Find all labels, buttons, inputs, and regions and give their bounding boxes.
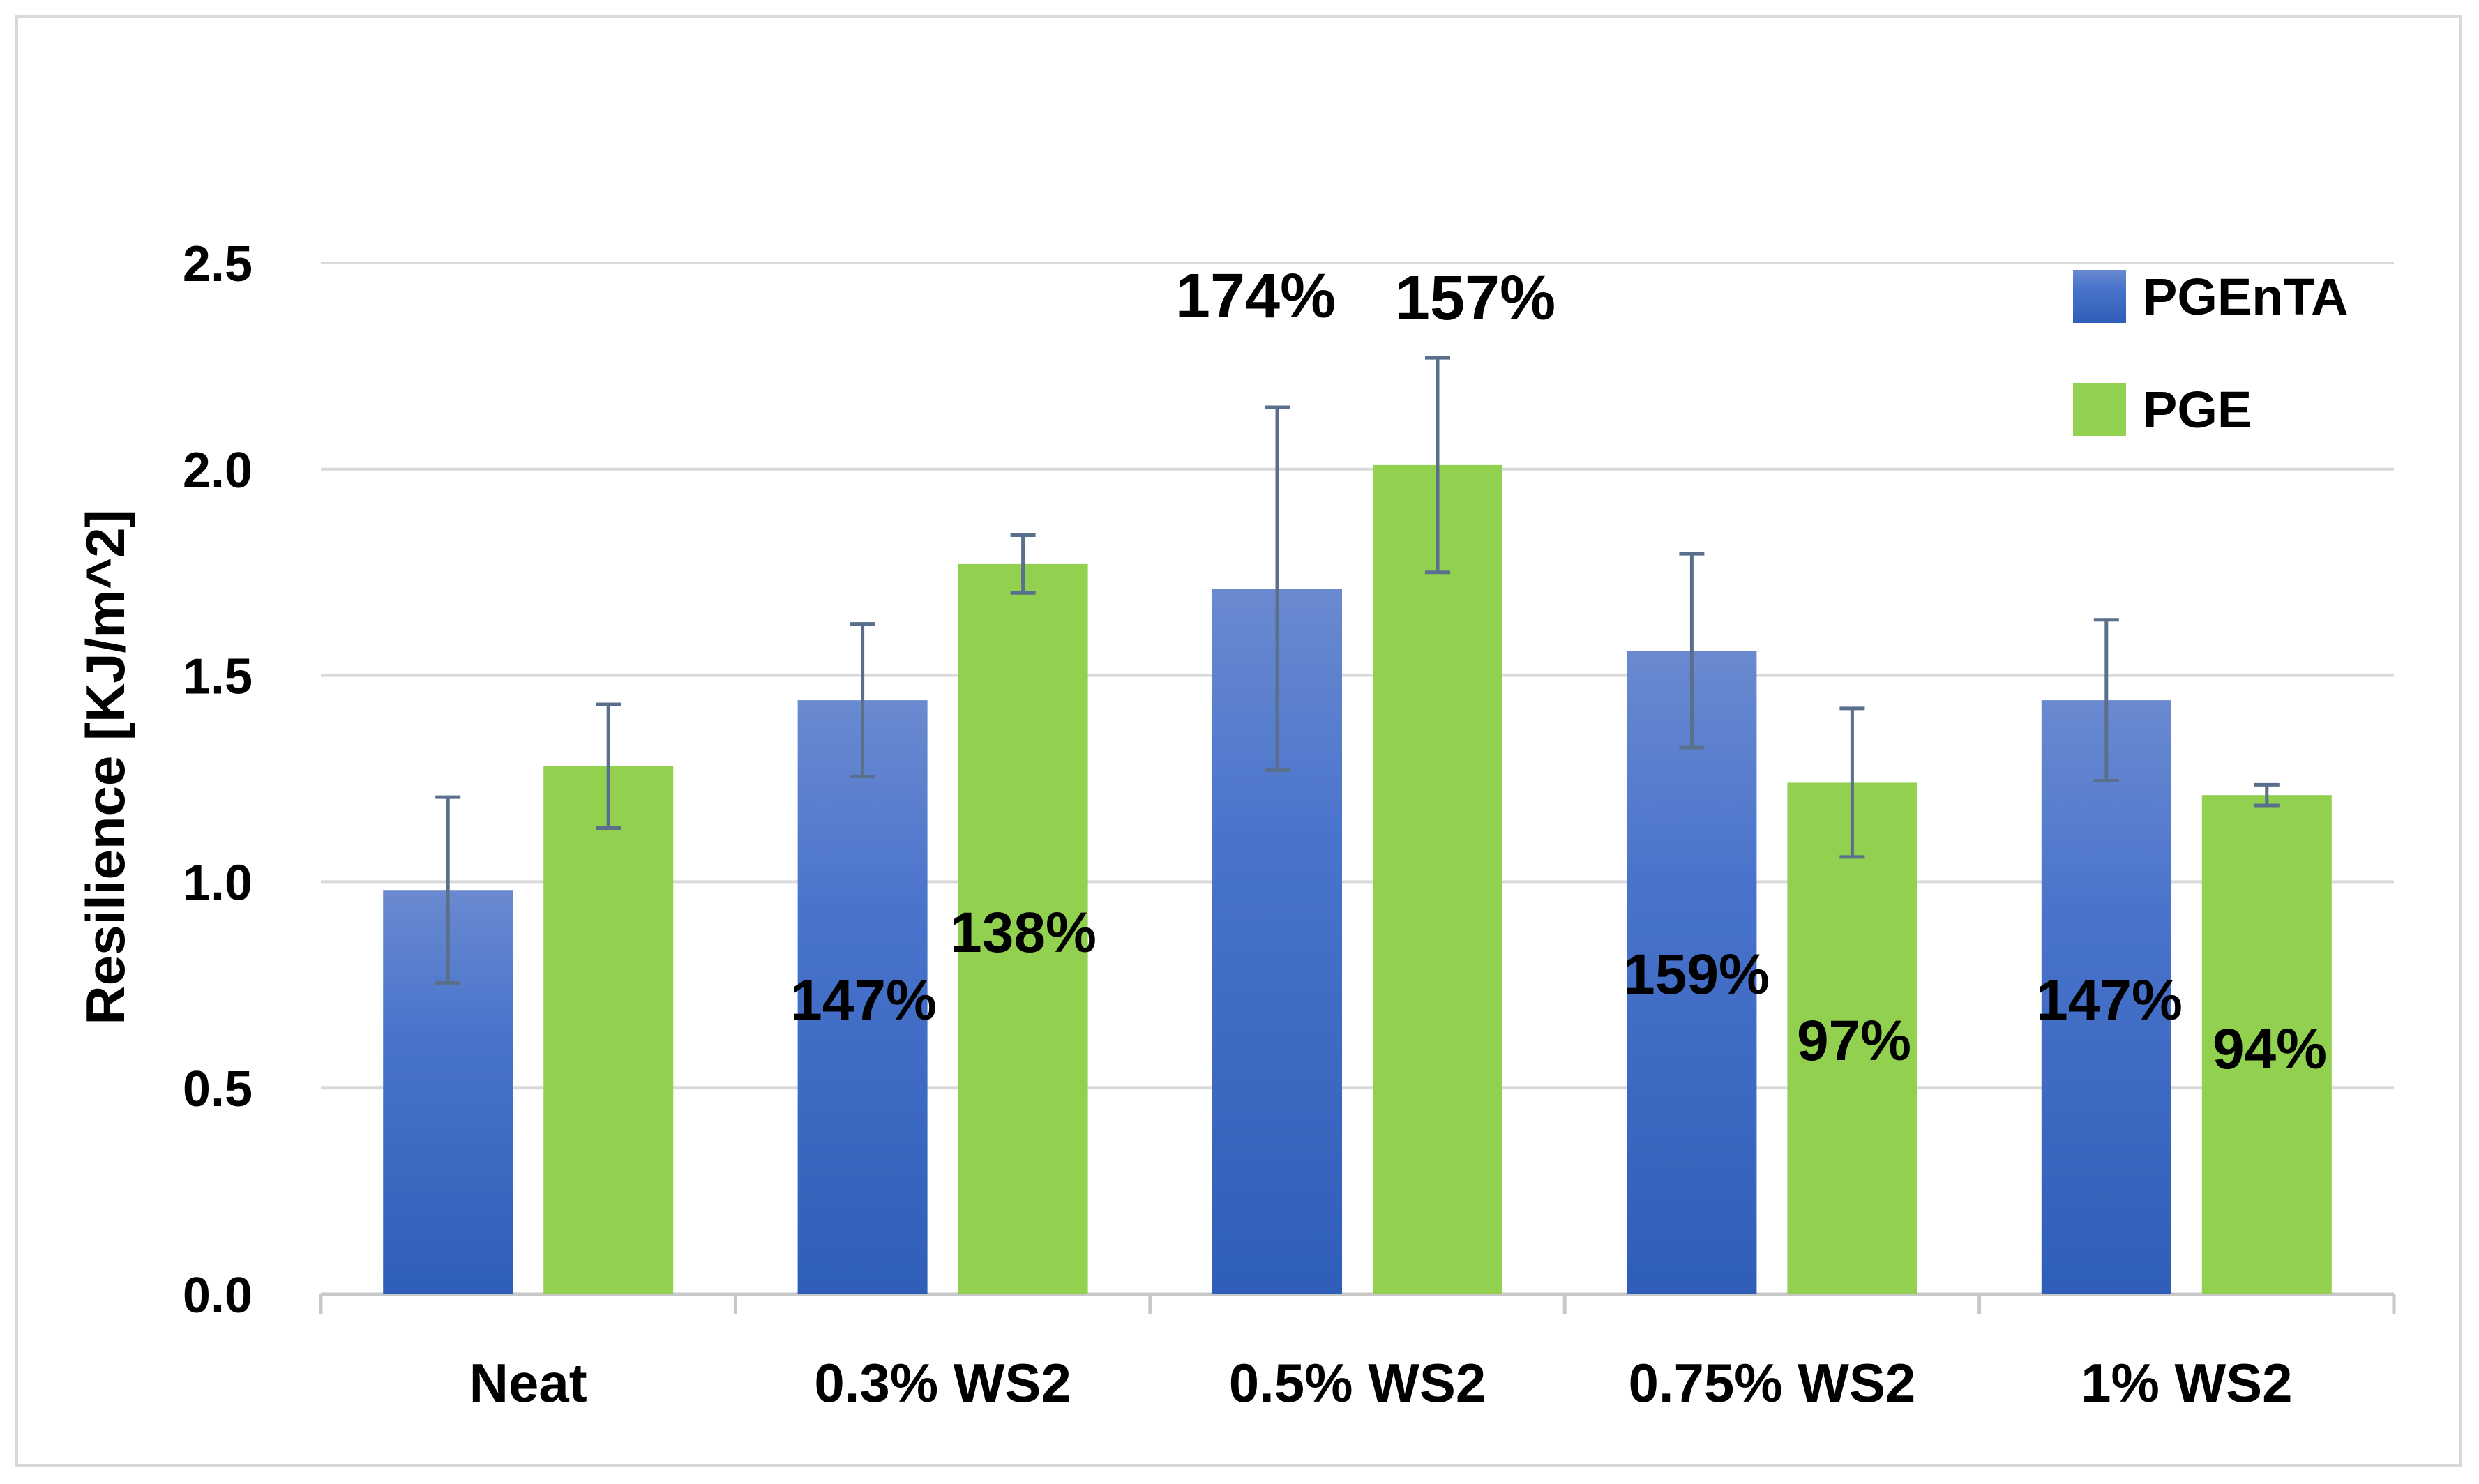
annotation-pgenta-4: 147% <box>2036 969 2183 1032</box>
category-labels: Neat 0.3% WS2 0.5% WS2 0.75% WS2 1% WS2 <box>469 1352 2293 1414</box>
y-axis-title: Resilience [KJ/m^2] <box>75 509 136 1024</box>
y-tick-label: 2.5 <box>183 236 253 292</box>
resilience-bar-chart: 0.0 0.5 1.0 1.5 2.0 2.5 Neat 0.3% WS2 0.5% WS2 0… <box>0 0 2479 1484</box>
y-tick-label: 2.0 <box>183 443 253 499</box>
annotation-pgenta-2: 174% <box>1175 262 1336 331</box>
x-axis <box>321 1294 2394 1314</box>
x-category-label: 0.3% WS2 <box>814 1352 1071 1414</box>
legend-label-pge: PGE <box>2143 381 2252 439</box>
annotation-pgenta-3: 159% <box>1623 943 1770 1006</box>
annotation-pge-4: 94% <box>2213 1017 2327 1081</box>
legend: PGEnTA PGE <box>2073 268 2349 439</box>
error-bars <box>435 358 2280 983</box>
legend-swatch-pge <box>2073 383 2126 436</box>
y-tick-label: 1.5 <box>183 649 253 705</box>
annotation-pge-3: 97% <box>1797 1009 1911 1073</box>
x-category-label: 0.75% WS2 <box>1628 1352 1915 1414</box>
bars <box>383 465 2332 1294</box>
legend-label-pgenta: PGEnTA <box>2143 268 2349 326</box>
y-tick-label: 0.0 <box>183 1268 253 1324</box>
y-tick-label: 1.0 <box>183 855 253 911</box>
annotation-pge-1: 138% <box>950 901 1097 964</box>
legend-swatch-pgenta <box>2073 270 2126 323</box>
x-category-label: Neat <box>469 1352 587 1414</box>
y-tick-labels: 0.0 0.5 1.0 1.5 2.0 2.5 <box>183 236 253 1324</box>
annotation-pgenta-1: 147% <box>790 969 937 1032</box>
x-category-label: 1% WS2 <box>2081 1352 2292 1414</box>
bar-pge-0 <box>543 766 673 1294</box>
bar-pge-2 <box>1373 465 1502 1294</box>
y-tick-label: 0.5 <box>183 1061 253 1117</box>
x-category-label: 0.5% WS2 <box>1229 1352 1486 1414</box>
annotation-pge-2: 157% <box>1395 264 1555 333</box>
